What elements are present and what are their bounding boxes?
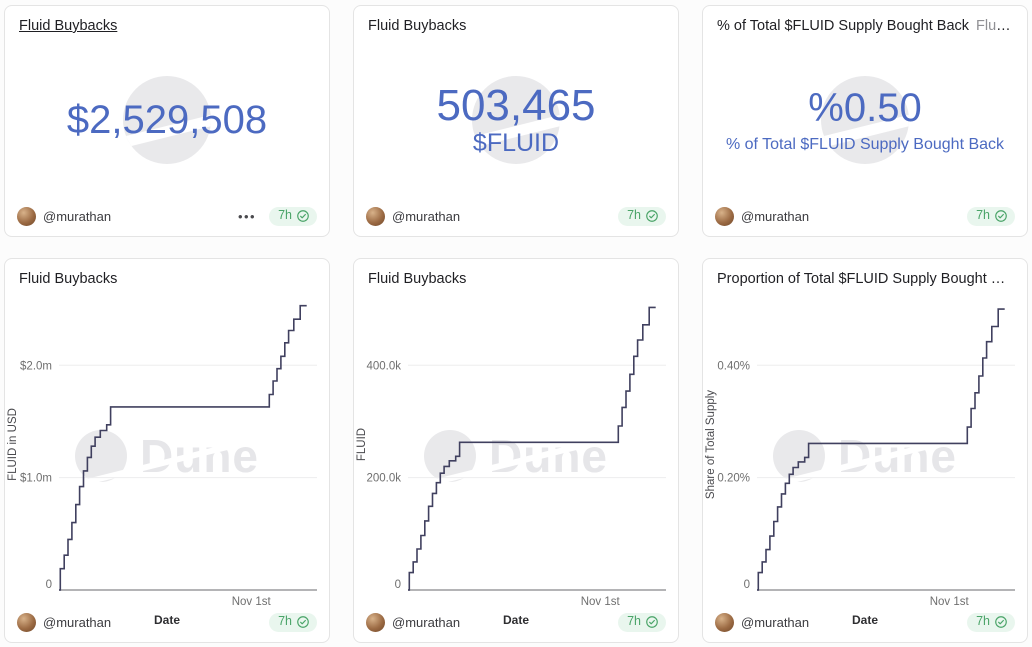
refresh-age-badge[interactable]: 7h [967,612,1015,632]
refresh-age-label: 7h [976,613,990,628]
refresh-age-badge[interactable]: 7h [269,612,317,632]
verified-check-icon [297,209,309,222]
x-axis-label: Date [153,613,181,627]
refresh-age-label: 7h [278,613,292,628]
card-title: Proportion of Total $FLUID Supply Bought… [703,259,1027,290]
card-footer: @murathan Date 7h [703,610,1027,642]
card-title-link[interactable]: Fluid Buybacks [368,271,467,287]
author[interactable]: @murathan [366,206,461,226]
counter-value: 503,465 [436,80,596,130]
card-title-link[interactable]: Fluid Buybacks [19,18,118,34]
verified-check-icon [297,615,309,628]
counter-body: 503,465 $FLUID [354,37,678,204]
author[interactable]: @murathan [17,206,112,226]
svg-text:Nov 1st: Nov 1st [232,596,272,608]
svg-text:$1.0m: $1.0m [20,472,52,484]
card-fluid-buybacks-usd-counter: Fluid Buybacks $2,529,508 @murathan ••• … [4,5,330,237]
card-title: % of Total $FLUID Supply Bought Back Flui… [703,6,1027,37]
counter-subtitle: $FLUID [472,128,560,157]
avatar [366,206,385,226]
avatar [366,612,385,632]
author-username[interactable]: @murathan [43,614,112,630]
avatar [17,612,36,632]
card-title: Fluid Buybacks [5,6,329,37]
line-chart-fluid[interactable]: Dune 0 200.0k 400.0k Nov 1st FLUID [354,290,678,610]
svg-text:0: 0 [744,579,750,591]
more-options-button[interactable]: ••• [237,208,257,224]
author-username[interactable]: @murathan [392,208,461,224]
avatar [715,206,734,226]
author-username[interactable]: @murathan [741,208,810,224]
card-title-link[interactable]: Fluid Buybacks [19,271,118,287]
author[interactable]: @murathan [715,612,810,632]
author[interactable]: @murathan [715,206,810,226]
refresh-age-badge[interactable]: 7h [618,206,666,226]
dune-logo-watermark [821,76,909,165]
author[interactable]: @murathan [366,612,461,632]
card-fluid-buybacks-token-counter: Fluid Buybacks 503,465 $FLUID @murathan … [353,5,679,237]
card-title: Fluid Buybacks [354,6,678,37]
author-username[interactable]: @murathan [392,614,461,630]
avatar [17,206,36,226]
dune-watermark: Dune [773,430,957,483]
svg-text:FLUID in USD: FLUID in USD [7,408,19,481]
avatar [715,612,734,632]
dune-logo-icon [424,430,476,483]
card-title: Fluid Buybacks [5,259,329,290]
x-axis-label: Date [502,613,530,627]
svg-text:0: 0 [46,579,52,591]
author-username[interactable]: @murathan [741,614,810,630]
verified-check-icon [646,209,658,222]
card-title-link[interactable]: Fluid Buybacks [368,18,467,34]
verified-check-icon [995,615,1007,628]
counter-body: $2,529,508 [5,37,329,204]
refresh-age-label: 7h [627,613,641,628]
line-chart-share[interactable]: Dune 0 0.20% 0.40% Nov 1st Share of Total Su… [703,290,1027,610]
svg-text:0.40%: 0.40% [717,360,750,372]
dune-watermark: Dune [424,430,608,483]
card-title: Fluid Buybacks [354,259,678,290]
counter-body: %0.50 % of Total $FLUID Supply Bought Ba… [703,37,1027,204]
svg-text:400.0k: 400.0k [366,360,401,372]
verified-check-icon [646,615,658,628]
x-axis-label: Date [851,613,879,627]
refresh-age-label: 7h [278,207,292,222]
counter-value: %0.50 [808,85,922,130]
refresh-age-badge[interactable]: 7h [967,206,1015,226]
card-footer: @murathan Date 7h [354,610,678,642]
card-footer: @murathan ••• 7h [5,204,329,236]
card-supply-percent-counter: % of Total $FLUID Supply Bought Back Flui… [702,5,1028,237]
dune-logo-icon [773,430,825,483]
card-fluid-buybacks-token-chart: Fluid Buybacks Dune 0 200.0k 400.0k Nov 1st… [353,258,679,643]
card-title-link[interactable]: Proportion of Total $FLUID Supply Bought… [717,271,1024,287]
refresh-age-badge[interactable]: 7h [269,206,317,226]
author[interactable]: @murathan [17,612,112,632]
card-supply-share-chart: Proportion of Total $FLUID Supply Bought… [702,258,1028,643]
svg-text:200.0k: 200.0k [366,472,401,484]
svg-text:0: 0 [395,579,401,591]
card-title-dashboard[interactable]: Fluid Buybacks [976,18,1027,34]
svg-text:FLUID: FLUID [356,427,368,460]
dune-logo-watermark [123,76,211,165]
counter-subtitle: % of Total $FLUID Supply Bought Back [725,135,1005,153]
card-footer: @murathan Date 7h [5,610,329,642]
svg-text:Nov 1st: Nov 1st [581,596,621,608]
card-footer: @murathan 7h [703,204,1027,236]
author-username[interactable]: @murathan [43,208,112,224]
svg-text:0.20%: 0.20% [717,472,750,484]
counter-value: $2,529,508 [66,98,268,143]
refresh-age-badge[interactable]: 7h [618,612,666,632]
refresh-age-label: 7h [627,207,641,222]
svg-text:Share of Total Supply: Share of Total Supply [705,389,717,498]
card-title-link[interactable]: % of Total $FLUID Supply Bought Back [717,18,970,34]
card-footer: @murathan 7h [354,204,678,236]
svg-text:Nov 1st: Nov 1st [930,596,970,608]
verified-check-icon [995,209,1007,222]
dune-logo-watermark [472,76,560,165]
refresh-age-label: 7h [976,207,990,222]
svg-text:$2.0m: $2.0m [20,360,52,372]
